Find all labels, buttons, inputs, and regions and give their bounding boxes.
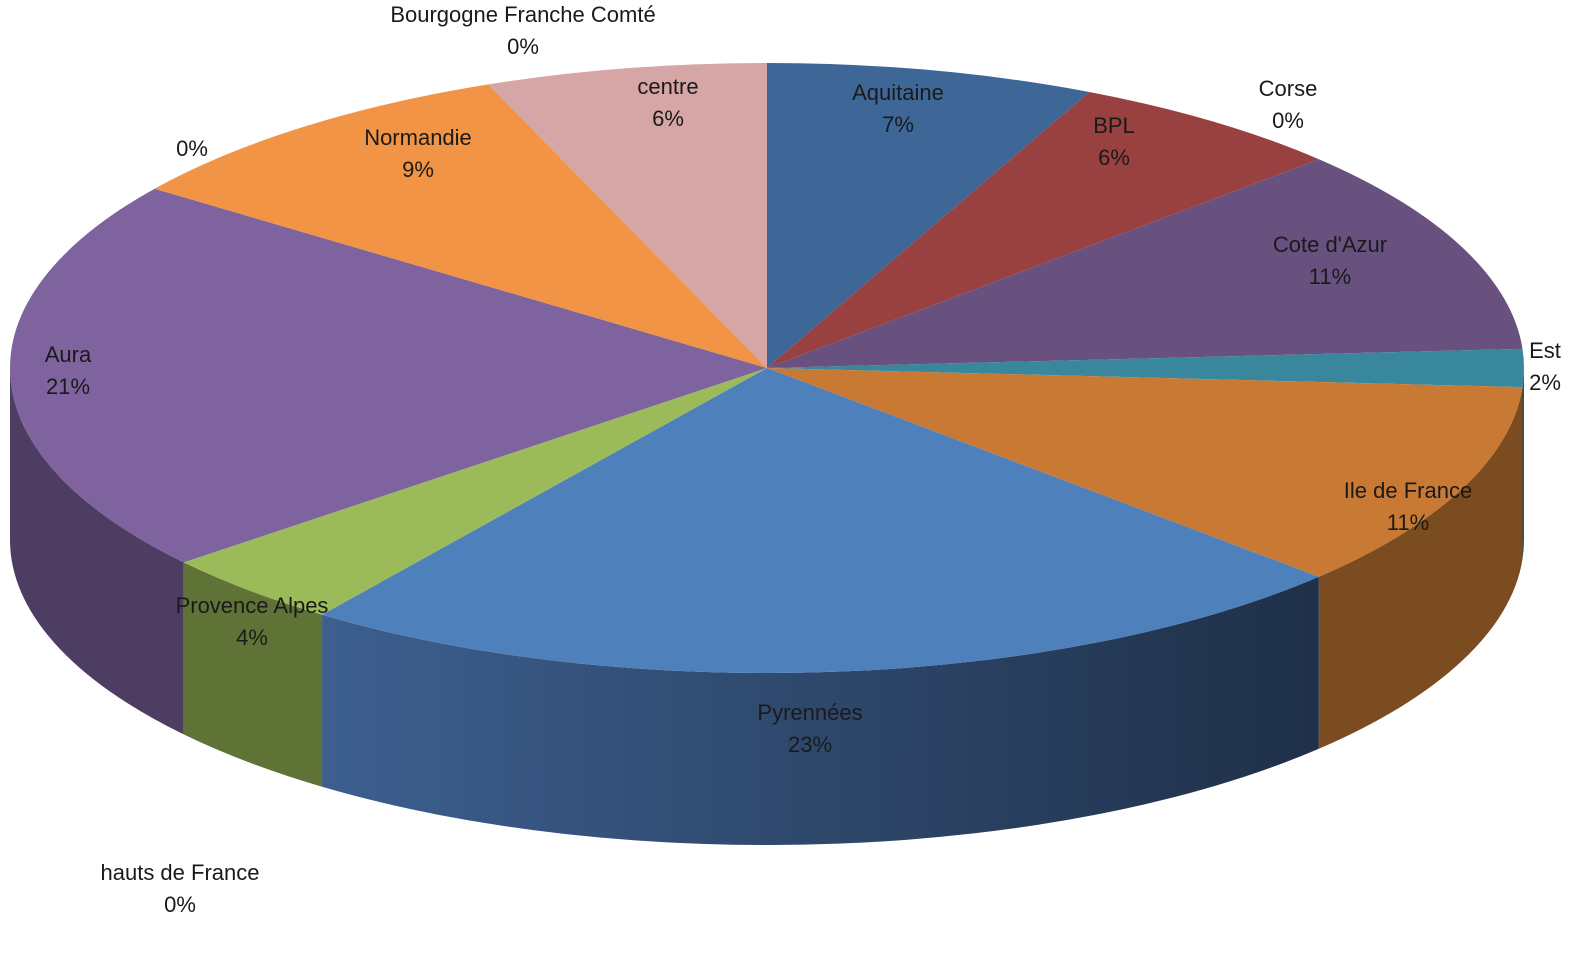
pie-slice-5 <box>767 368 1523 577</box>
data-label-category: Provence Alpes <box>176 593 329 618</box>
data-label-percent: 4% <box>236 625 268 650</box>
pie-slice-3 <box>767 159 1523 368</box>
data-label-category: Bourgogne Franche Comté <box>390 2 655 27</box>
data-label-percent: 9% <box>402 157 434 182</box>
data-label-category: Corse <box>1259 76 1318 101</box>
data-label-6: Pyrennées 23% <box>757 700 862 757</box>
pie-slice-6 <box>322 368 1319 673</box>
data-label-13: Bourgogne Franche Comté 0% <box>390 2 655 59</box>
data-label-category: Normandie <box>364 125 472 150</box>
data-label-category: Est <box>1529 338 1561 363</box>
data-label-category: Aura <box>45 342 92 367</box>
data-label-12: centre 6% <box>637 74 698 131</box>
data-label-9: Aura 21% <box>45 342 92 399</box>
data-label-1: BPL 6% <box>1093 113 1135 170</box>
data-label-category: Cote d'Azur <box>1273 232 1387 257</box>
data-label-category: centre <box>637 74 698 99</box>
pie-slice-0 <box>767 63 1090 368</box>
data-label-11: Normandie 9% <box>364 125 472 182</box>
data-label-percent: 11% <box>1387 510 1429 535</box>
pie-slice-9 <box>10 188 768 563</box>
pie-side-9 <box>10 368 184 735</box>
pie-slice-4 <box>767 348 1524 388</box>
data-label-percent: 11% <box>1309 264 1351 289</box>
pie-side-8 <box>183 562 323 787</box>
data-label-4: Est 2% <box>1529 338 1561 395</box>
data-label-percent: 21% <box>46 374 90 399</box>
pie-side-4 <box>1522 368 1524 560</box>
data-label-2: Corse 0% <box>1259 76 1318 133</box>
data-label-category: BPL <box>1093 113 1135 138</box>
data-label-percent: 2% <box>1529 370 1561 395</box>
data-label-percent: 0% <box>1272 108 1304 133</box>
data-label-3: Cote d'Azur 11% <box>1273 232 1387 289</box>
data-label-percent: 0% <box>164 892 196 917</box>
data-label-percent: 6% <box>1098 145 1130 170</box>
pie-slices <box>10 63 1524 673</box>
data-label-10: 0% <box>176 136 208 161</box>
pie-side-5 <box>1318 387 1523 749</box>
data-label-percent: 0% <box>507 34 539 59</box>
pie-sides <box>10 368 1524 845</box>
data-label-percent: 23% <box>788 732 832 757</box>
data-label-7: hauts de France 0% <box>101 860 260 917</box>
pie-side-6 <box>322 576 1319 845</box>
data-label-category: Aquitaine <box>852 80 944 105</box>
data-label-percent: 6% <box>652 106 684 131</box>
data-label-5: Ile de France 11% <box>1344 478 1472 535</box>
pie-slice-12 <box>488 63 767 368</box>
data-label-category: Ile de France <box>1344 478 1472 503</box>
data-label-8: Provence Alpes 4% <box>176 593 329 650</box>
data-label-percent: 7% <box>882 112 914 137</box>
pie-slice-1 <box>767 92 1319 369</box>
pie-data-labels: Aquitaine 7% BPL 6% Corse 0% Cote d'Azur 11% Est… <box>45 2 1561 917</box>
pie-slice-8 <box>183 368 767 615</box>
data-label-category: hauts de France <box>101 860 260 885</box>
pie-slice-11 <box>154 84 767 368</box>
data-label-percent: 0% <box>176 136 208 161</box>
data-label-category: Pyrennées <box>757 700 862 725</box>
data-label-0: Aquitaine 7% <box>852 80 944 137</box>
